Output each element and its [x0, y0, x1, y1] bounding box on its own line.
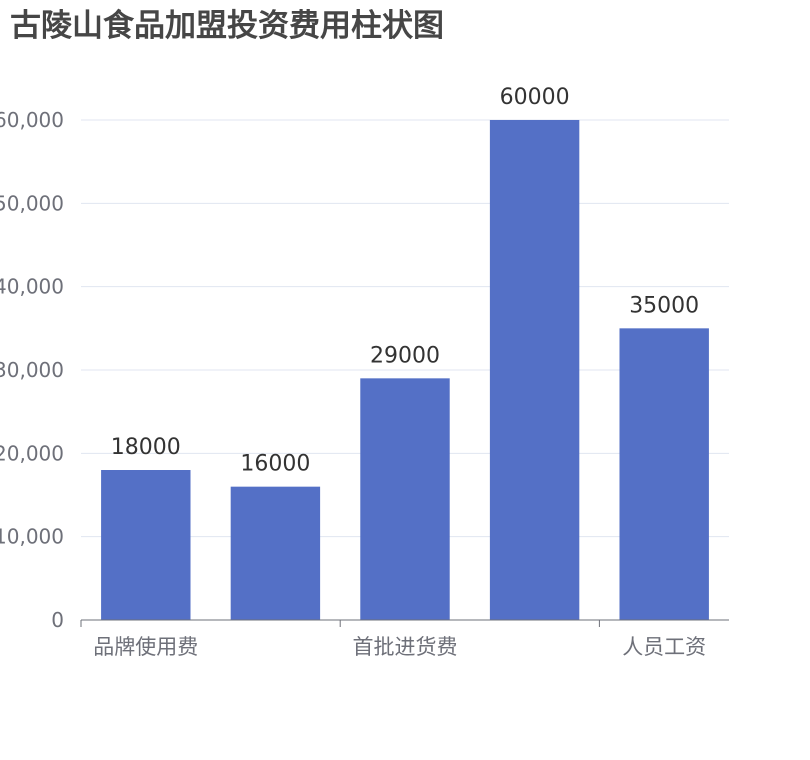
y-tick-label: 60,000	[0, 108, 64, 132]
bar	[360, 378, 450, 620]
y-axis-ticks: 0 10,000 20,000 30,000 40,000 50,000 60,000	[0, 108, 64, 632]
y-tick-label: 40,000	[0, 275, 64, 299]
y-tick-label: 20,000	[0, 441, 64, 465]
y-tick-label: 50,000	[0, 191, 64, 215]
bar-value-label: 29000	[370, 343, 440, 368]
x-category-label: 人员工资	[622, 635, 706, 659]
bar	[489, 120, 580, 620]
y-tick-label: 0	[51, 608, 64, 632]
chart-title: 古陵山食品加盟投资费用柱状图	[10, 8, 444, 44]
x-axis-labels: 品牌使用费 首批进货费 人员工资	[93, 635, 706, 659]
bar	[230, 486, 321, 620]
bar-value-label: 16000	[240, 452, 310, 477]
x-axis	[80, 619, 729, 627]
bar	[101, 470, 191, 620]
y-tick-label: 10,000	[0, 525, 64, 549]
bar-value-label: 35000	[629, 293, 699, 318]
bar-value-label: 60000	[500, 85, 570, 110]
x-category-label: 首批进货费	[353, 635, 458, 659]
bar-value-label: 18000	[111, 435, 181, 460]
bar	[619, 328, 709, 620]
bar-value-labels: 18000 16000 29000 60000 35000	[111, 85, 699, 477]
y-tick-label: 30,000	[0, 358, 64, 382]
x-category-label: 品牌使用费	[93, 635, 198, 659]
bars	[101, 120, 709, 620]
